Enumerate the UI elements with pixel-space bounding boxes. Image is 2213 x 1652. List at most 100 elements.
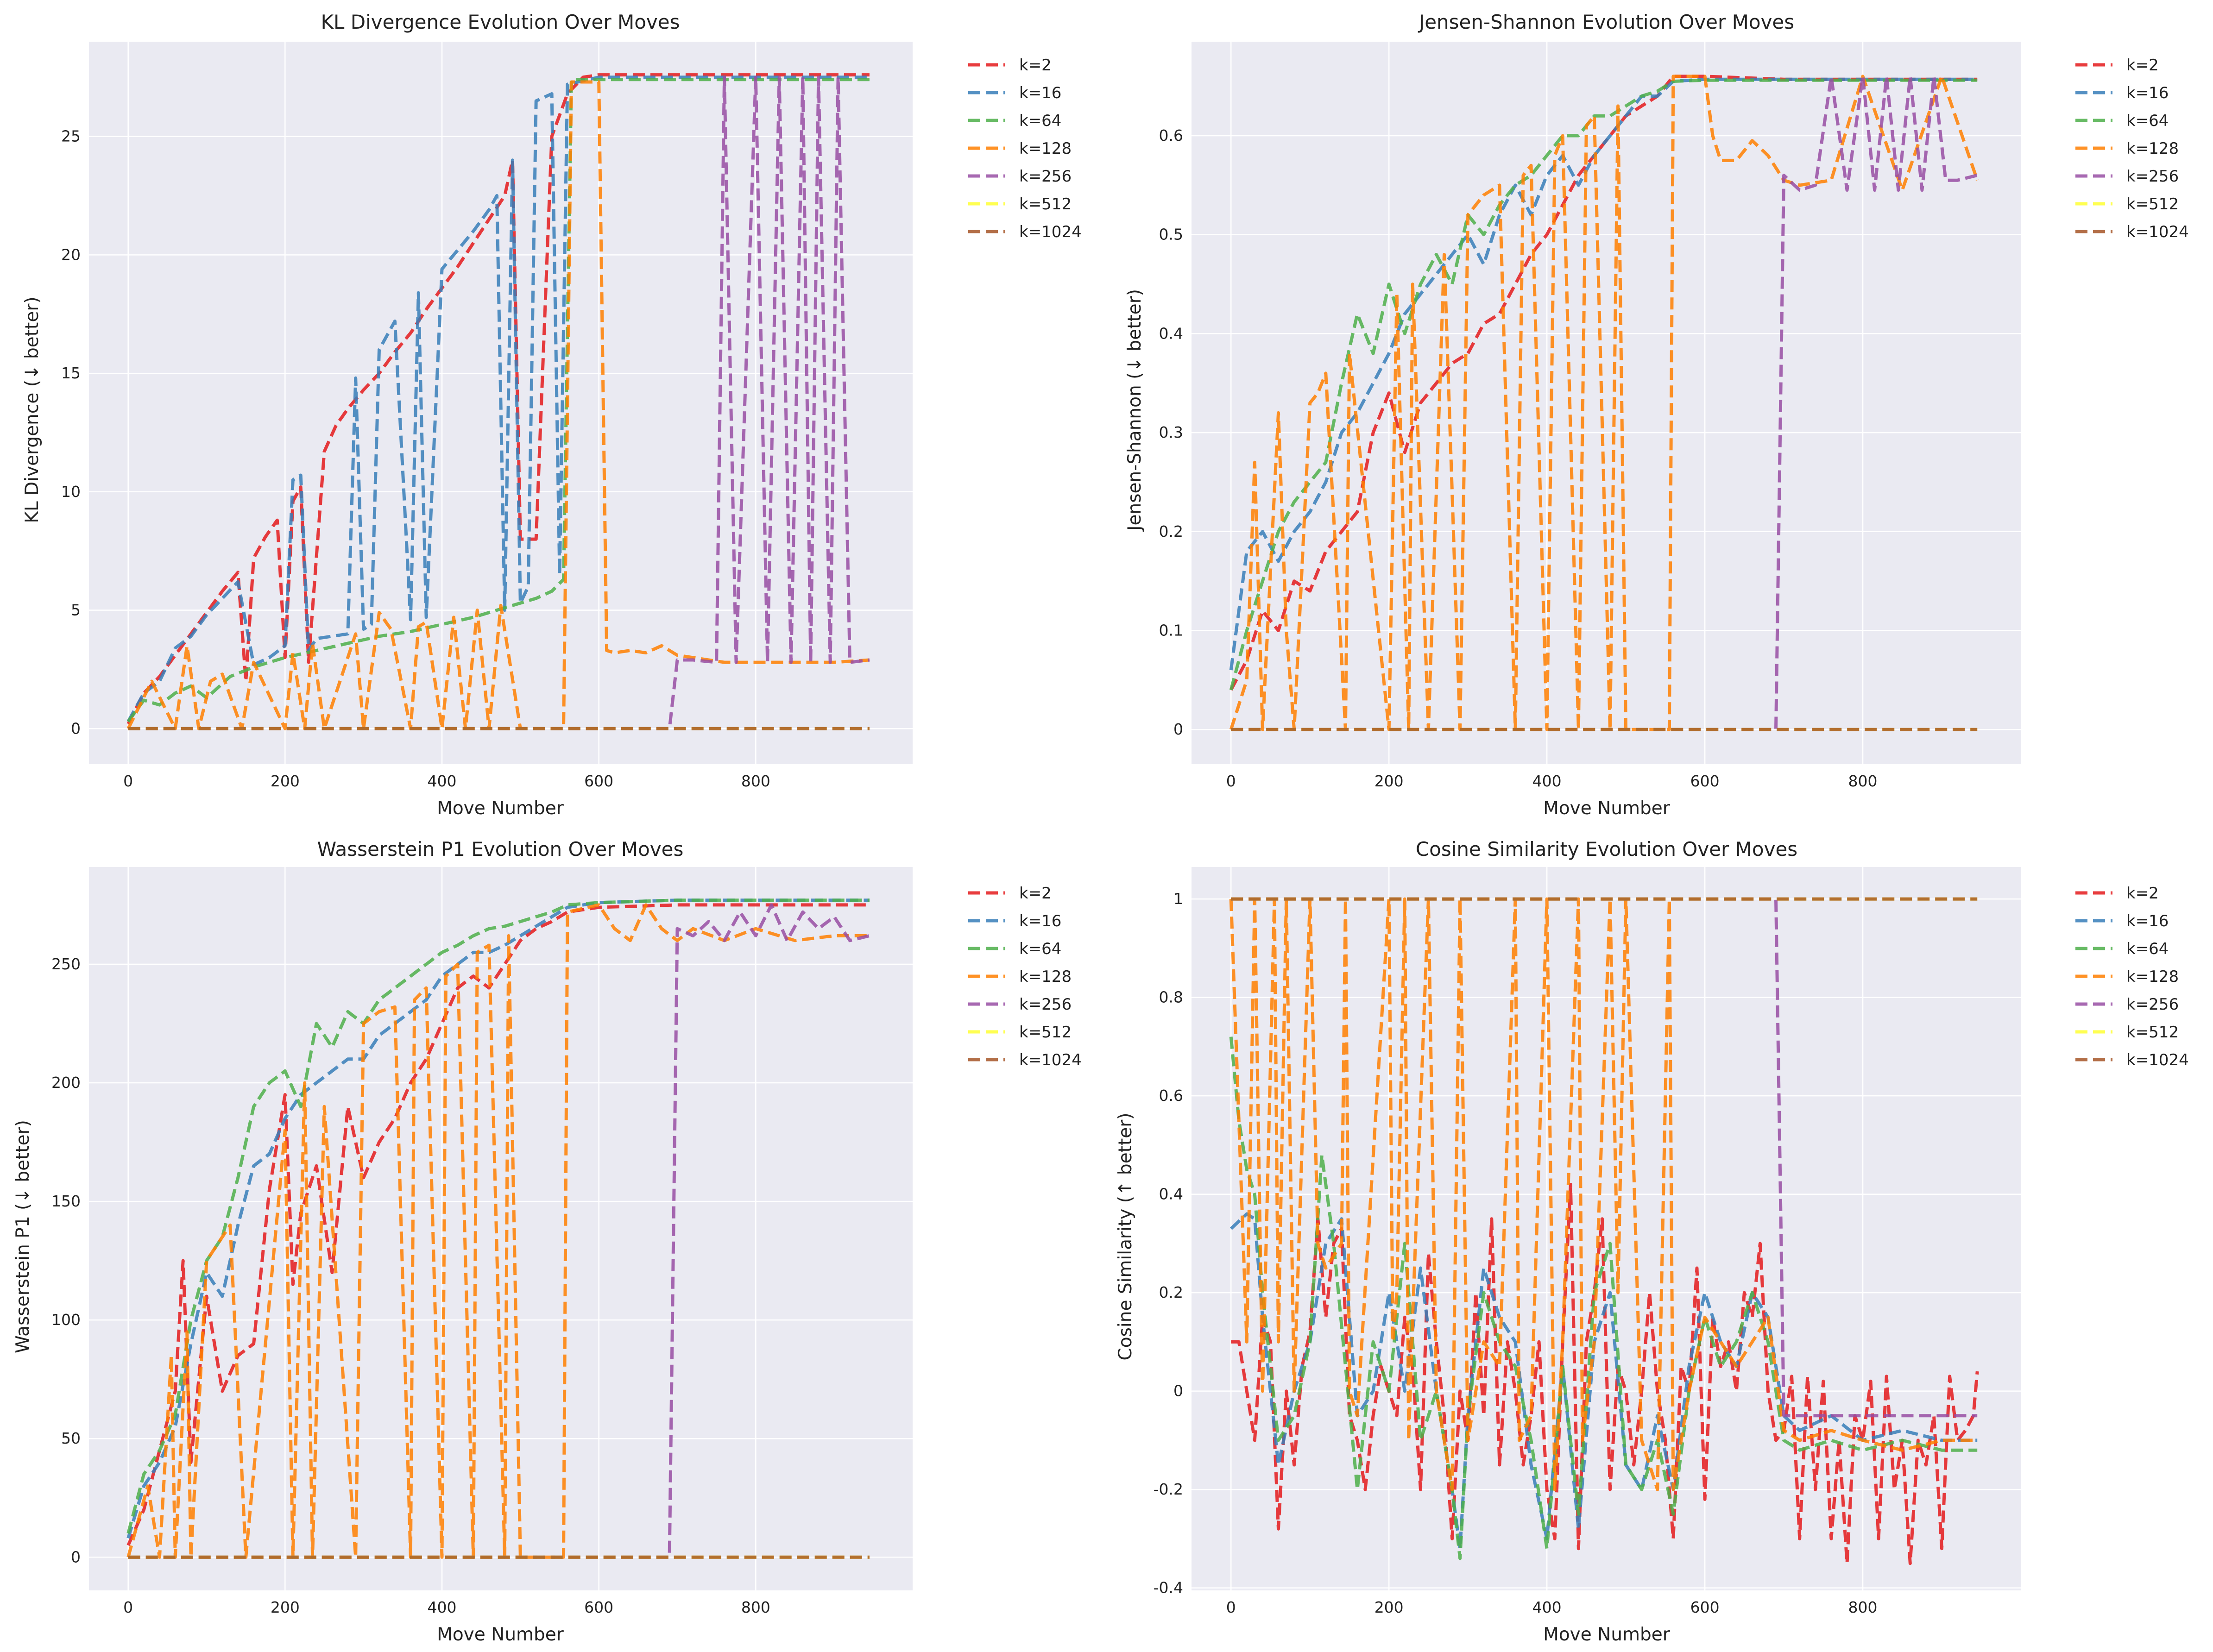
x-tick-label: 400 <box>1532 772 1562 790</box>
y-tick-label: 0 <box>1173 720 1183 738</box>
y-tick-label: 0.6 <box>1159 126 1183 144</box>
legend-label: k=1024 <box>1019 223 1082 241</box>
x-tick-label: 0 <box>123 1598 133 1616</box>
legend-label: k=64 <box>1019 112 1061 130</box>
series-lines <box>1229 897 1979 1565</box>
series-line-k-256 <box>128 75 870 730</box>
y-tick-label: -0.2 <box>1154 1480 1183 1498</box>
legend-label: k=256 <box>2126 995 2179 1014</box>
x-tick-label: 200 <box>271 1598 300 1616</box>
panel-title: Wasserstein P1 Evolution Over Moves <box>317 838 684 861</box>
y-tick-label: 0 <box>71 1548 81 1566</box>
series-line-k-16 <box>1229 77 1978 671</box>
legend-label: k=2 <box>2126 56 2159 75</box>
y-tick-label: 0.5 <box>1159 226 1183 244</box>
plot-area: 0 200 400 600 800 -0.4 -0.2 0 0.2 0.4 0.6 0.8 1 <box>1154 867 2021 1616</box>
legend-label: k=2 <box>1019 884 1052 903</box>
x-tick-label: 0 <box>1226 772 1236 790</box>
y-tick-label: 0.4 <box>1159 324 1183 342</box>
plot-area: 0 200 400 600 800 0 5 10 15 20 25 <box>61 42 913 790</box>
legend-label: k=128 <box>1019 139 1072 158</box>
x-tick-label: 600 <box>1690 772 1720 790</box>
y-tick-label: 0 <box>71 719 81 737</box>
x-tick-label: 400 <box>428 772 457 790</box>
legend-label: k=16 <box>1019 84 1061 102</box>
legend-label: k=16 <box>2126 912 2169 930</box>
series-line-k-16 <box>126 898 870 1539</box>
legend-label: k=128 <box>1019 967 1072 986</box>
series-line-k-128 <box>126 903 870 1559</box>
series-lines <box>126 73 870 730</box>
legend-label: k=2 <box>2126 884 2159 903</box>
y-tick-label: 10 <box>61 483 81 501</box>
x-tick-label: 600 <box>584 772 613 790</box>
series-line-k-16 <box>1229 1212 1978 1551</box>
series-line-k-2 <box>1231 1182 1979 1565</box>
legend-label: k=128 <box>2126 967 2179 986</box>
legend-label: k=16 <box>1019 912 1061 930</box>
x-tick-label: 200 <box>1374 772 1404 790</box>
legend: k=2 k=16 k=64 k=128 k=256 k=512 k=1024 <box>2075 884 2189 1069</box>
x-tick-label: 400 <box>428 1598 457 1616</box>
legend-label: k=512 <box>1019 1023 1072 1042</box>
y-axis-label: Wasserstein P1 (↓ better) <box>13 1120 33 1353</box>
wasserstein-panel: 0 200 400 600 800 0 50 100 150 200 250 Wasserstein… <box>13 838 1082 1645</box>
y-tick-label: 150 <box>51 1192 81 1210</box>
y-tick-label: 0.1 <box>1159 622 1183 640</box>
series-line-k-64 <box>1229 78 1978 691</box>
y-axis-label: Cosine Similarity (↑ better) <box>1115 1112 1136 1360</box>
axes-background <box>89 867 913 1590</box>
jensen-shannon-panel: 0 200 400 600 800 0 0.1 0.2 0.3 0.4 0.5 0.6 Jensen-… <box>1124 11 2189 819</box>
y-tick-label: 25 <box>61 127 81 145</box>
series-line-k-256 <box>128 903 870 1559</box>
axes-background <box>1192 42 2021 764</box>
plot-area: 0 200 400 600 800 0 0.1 0.2 0.3 0.4 0.5 0.6 <box>1159 42 2021 790</box>
y-tick-label: 0.3 <box>1159 423 1183 441</box>
y-tick-label: 0.2 <box>1159 522 1183 540</box>
legend: k=2 k=16 k=64 k=128 k=256 k=512 k=1024 <box>968 56 1082 241</box>
x-tick-label: 0 <box>123 772 133 790</box>
series-line-k-2 <box>1229 75 1978 691</box>
y-tick-label: 5 <box>71 601 81 619</box>
y-tick-label: 0 <box>1173 1382 1183 1400</box>
y-tick-label: 15 <box>61 364 81 382</box>
legend-label: k=1024 <box>2126 223 2189 241</box>
plot-area: 0 200 400 600 800 0 50 100 150 200 250 <box>51 867 913 1616</box>
series-line-k-2 <box>126 73 870 725</box>
y-tick-label: 0.6 <box>1159 1087 1183 1105</box>
legend-label: k=256 <box>2126 167 2179 186</box>
panel-title: KL Divergence Evolution Over Moves <box>321 11 680 33</box>
legend-label: k=64 <box>1019 940 1061 958</box>
x-tick-label: 600 <box>584 1598 613 1616</box>
x-tick-label: 400 <box>1532 1598 1562 1616</box>
legend-label: k=512 <box>2126 1023 2179 1042</box>
x-tick-label: 200 <box>1374 1598 1404 1616</box>
cosine-similarity-panel: 0 200 400 600 800 -0.4 -0.2 0 0.2 0.4 0.6 0.8 1 Cosi… <box>1115 838 2189 1645</box>
panel-title: Jensen-Shannon Evolution Over Moves <box>1418 11 1794 33</box>
series-lines <box>1229 75 1979 731</box>
legend-label: k=512 <box>1019 195 1072 214</box>
x-axis-label: Move Number <box>437 798 564 819</box>
legend-label: k=2 <box>1019 56 1052 75</box>
y-axis-label: KL Divergence (↓ better) <box>22 296 43 523</box>
y-tick-label: 20 <box>61 245 81 264</box>
series-line-k-64 <box>126 78 870 722</box>
kl-divergence-panel: 0 200 400 600 800 0 5 10 15 20 25 KL Divergence Ev… <box>22 11 1082 819</box>
y-tick-label: 1 <box>1173 890 1183 908</box>
y-tick-label: 0.4 <box>1159 1185 1183 1203</box>
legend-label: k=64 <box>2126 940 2169 958</box>
legend: k=2 k=16 k=64 k=128 k=256 k=512 k=1024 <box>2075 56 2189 241</box>
legend-label: k=1024 <box>2126 1051 2189 1069</box>
y-axis-label: Jensen-Shannon (↓ better) <box>1124 289 1145 532</box>
x-axis-label: Move Number <box>1543 798 1671 819</box>
x-tick-label: 800 <box>741 772 770 790</box>
series-line-k-64 <box>126 898 870 1534</box>
legend-label: k=256 <box>1019 167 1072 186</box>
legend-label: k=128 <box>2126 139 2179 158</box>
series-line-k-128 <box>126 80 870 730</box>
legend-label: k=16 <box>2126 84 2169 102</box>
series-line-k-256 <box>1231 75 1978 731</box>
y-tick-label: 200 <box>51 1074 81 1092</box>
legend-label: k=256 <box>1019 995 1072 1014</box>
